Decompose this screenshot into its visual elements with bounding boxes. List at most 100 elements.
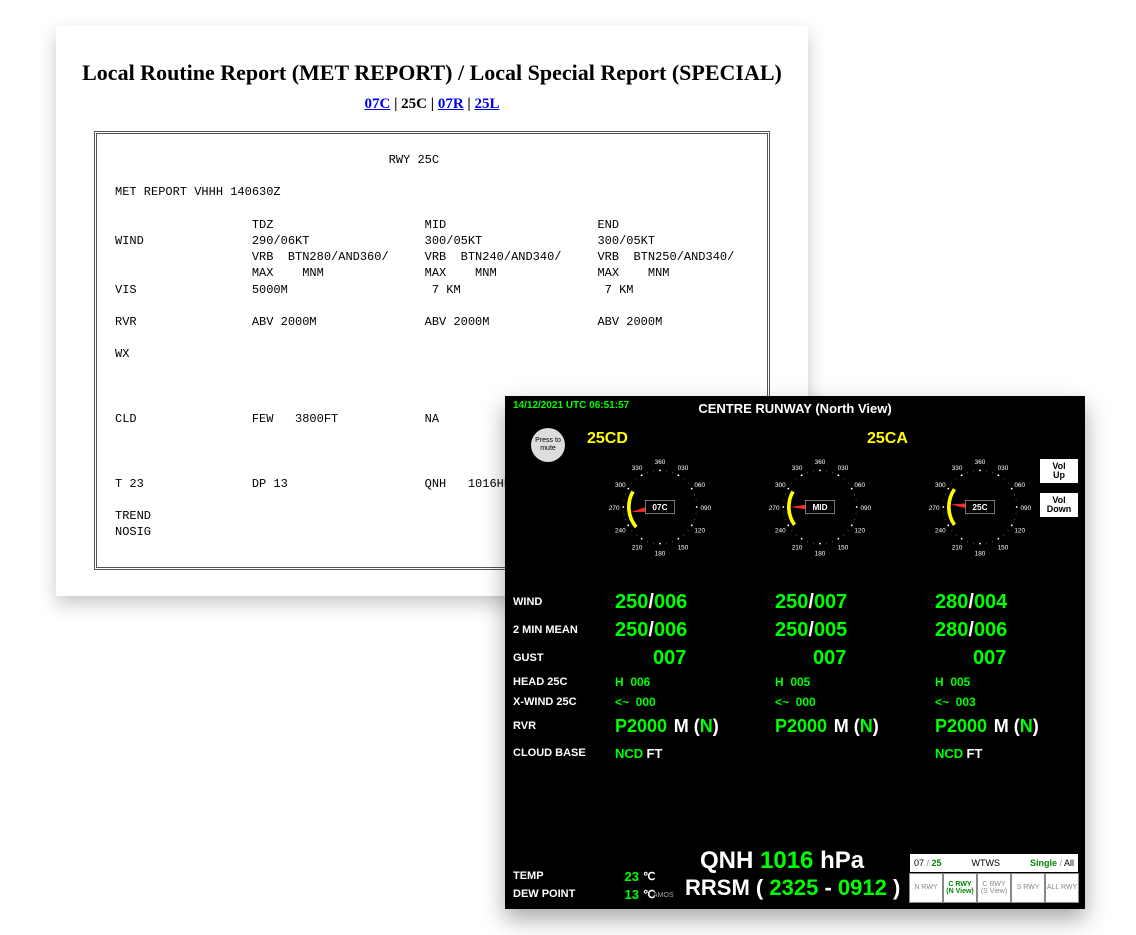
svg-text:150: 150 (678, 544, 689, 551)
nav-wtws[interactable]: WTWS (946, 858, 1026, 868)
svg-text:240: 240 (615, 528, 626, 535)
xwind-cell-2: <~ 000 (765, 695, 925, 709)
row-cloud-label: CLOUD BASE (505, 747, 605, 759)
row-rvr-label: RVR (505, 720, 605, 732)
compass-07c: 36003006009012015018021024027030033007C (605, 452, 715, 562)
svg-text:060: 060 (854, 482, 865, 489)
amos-title: CENTRE RUNWAY (North View) (698, 401, 891, 416)
svg-text:330: 330 (952, 465, 963, 472)
link-sep: | (431, 96, 438, 112)
temp-dew-block: TEMP 23 ℃ DEW POINT 13 ℃ (505, 867, 655, 903)
svg-text:150: 150 (998, 544, 1009, 551)
svg-text:030: 030 (678, 465, 689, 472)
gust-cell-3: 007 (925, 647, 1085, 670)
dew-value: 13 (603, 887, 639, 902)
cloud-cell-1: NCD FT (605, 746, 765, 761)
runway-link-07c[interactable]: 07C (365, 96, 391, 112)
svg-text:180: 180 (655, 551, 666, 558)
row-xwind: X-WIND 25C <~ 000 <~ 000 <~ 003 (505, 692, 1085, 712)
wind-cell-2: 250/007 (765, 591, 925, 614)
compass-row: 36003006009012015018021024027030033007C … (505, 452, 1085, 572)
row-gust: GUST 007 007 007 (505, 644, 1085, 672)
qnh-readout: QNH 1016 hPa (700, 847, 864, 875)
runway-link-25c-current: 25C (401, 96, 427, 112)
cloud-cell-3: NCD FT (925, 746, 1085, 761)
nav-single-all[interactable]: Single / All (1026, 858, 1078, 868)
gust-cell-2: 007 (765, 647, 925, 670)
svg-text:030: 030 (838, 465, 849, 472)
mean-cell-1: 250/006 (605, 619, 765, 642)
nav-btn-0[interactable]: N RWY (909, 873, 943, 903)
rvr-cell-2: P2000 M (N) (765, 716, 925, 737)
mute-button-label: Press to mute (531, 437, 565, 452)
xwind-cell-3: <~ 003 (925, 695, 1085, 709)
temp-label: TEMP (513, 870, 603, 882)
runway-link-07r[interactable]: 07R (438, 96, 464, 112)
svg-text:120: 120 (854, 528, 865, 535)
svg-text:060: 060 (694, 482, 705, 489)
amos-datetime: 14/12/2021 UTC 06:51:57 (513, 400, 629, 411)
svg-text:25C: 25C (972, 503, 987, 512)
rrsm-b: 0912 (838, 875, 887, 900)
compass-25c: 36003006009012015018021024027030033025C (925, 452, 1035, 562)
nav-btn-1[interactable]: C RWY (N View) (943, 873, 977, 903)
wind-cell-1: 250/006 (605, 591, 765, 614)
svg-text:07C: 07C (652, 503, 667, 512)
amos-header: 14/12/2021 UTC 06:51:57 CENTRE RUNWAY (N… (505, 396, 1085, 418)
rrsm-close: ) (893, 875, 900, 900)
nav-rwy07[interactable]: 07 / 25 (910, 858, 946, 868)
svg-text:360: 360 (655, 459, 666, 466)
amos-tag: AMOS (653, 892, 674, 899)
row-rvr: RVR P2000 M (N) P2000 M (N) P2000 M (N) (505, 712, 1085, 740)
svg-text:270: 270 (769, 505, 780, 512)
row-wind: WIND 250/006 250/007 280/004 (505, 588, 1085, 616)
mean-cell-2: 250/005 (765, 619, 925, 642)
row-mean: 2 MIN MEAN 250/006 250/005 280/006 (505, 616, 1085, 644)
svg-text:300: 300 (775, 482, 786, 489)
runway-nav-toprow: 07 / 25 WTWS Single / All (909, 853, 1079, 873)
svg-text:300: 300 (935, 482, 946, 489)
svg-text:180: 180 (975, 551, 986, 558)
svg-text:210: 210 (792, 544, 803, 551)
temp-value: 23 (603, 869, 639, 884)
svg-text:180: 180 (815, 551, 826, 558)
svg-text:270: 270 (929, 505, 940, 512)
svg-text:030: 030 (998, 465, 1009, 472)
runway-link-25l[interactable]: 25L (474, 96, 499, 112)
svg-text:090: 090 (1020, 505, 1031, 512)
svg-text:210: 210 (632, 544, 643, 551)
qnh-unit: hPa (820, 847, 864, 874)
svg-text:240: 240 (935, 528, 946, 535)
runway-links: 07C | 25C | 07R | 25L (56, 96, 808, 113)
svg-text:300: 300 (615, 482, 626, 489)
sensor-label-25ca: 25CA (867, 430, 908, 448)
row-mean-label: 2 MIN MEAN (505, 624, 605, 636)
mean-cell-3: 280/006 (925, 619, 1085, 642)
head-cell-3: H 005 (925, 675, 1085, 689)
temp-unit: ℃ (643, 870, 655, 883)
svg-text:360: 360 (975, 459, 986, 466)
svg-text:270: 270 (609, 505, 620, 512)
nav-btn-4[interactable]: ALL RWY (1045, 873, 1079, 903)
xwind-cell-1: <~ 000 (605, 695, 765, 709)
wind-cell-3: 280/004 (925, 591, 1085, 614)
head-cell-2: H 005 (765, 675, 925, 689)
svg-text:060: 060 (1014, 482, 1025, 489)
head-cell-1: H 006 (605, 675, 765, 689)
rvr-cell-1: P2000 M (N) (605, 716, 765, 737)
rrsm-open: ( (756, 875, 763, 900)
svg-text:360: 360 (815, 459, 826, 466)
qnh-value: 1016 (760, 847, 813, 874)
rvr-cell-3: P2000 M (N) (925, 716, 1085, 737)
row-head-label: HEAD 25C (505, 676, 605, 688)
qnh-label: QNH (700, 847, 753, 874)
rrsm-a: 2325 (769, 875, 818, 900)
svg-text:210: 210 (952, 544, 963, 551)
gust-cell-1: 007 (605, 647, 765, 670)
sensor-label-25cd: 25CD (587, 430, 628, 448)
row-cloud: CLOUD BASE NCD FT NCD FT (505, 740, 1085, 766)
nav-btn-2[interactable]: C RWY (S View) (977, 873, 1011, 903)
row-gust-label: GUST (505, 652, 605, 664)
runway-nav-box: 07 / 25 WTWS Single / All N RWY C RWY (N… (909, 853, 1079, 903)
nav-btn-3[interactable]: S RWY (1011, 873, 1045, 903)
